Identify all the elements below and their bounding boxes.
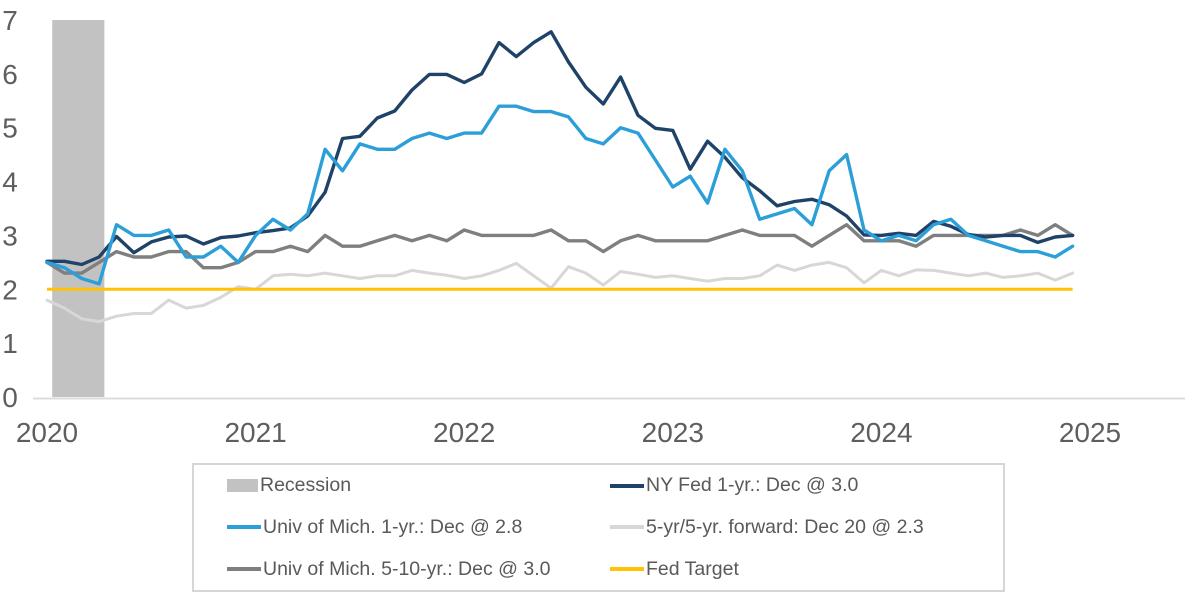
chart-legend: Recession NY Fed 1-yr.: Dec @ 3.0 Univ o…: [192, 463, 1005, 592]
legend-item-fed-target: Fed Target: [610, 558, 1003, 581]
y-tick-label: 4: [2, 167, 18, 198]
legend-label-umich-5-10yr: Univ of Mich. 5-10-yr.: Dec @ 3.0: [263, 557, 551, 580]
recession-band: [52, 20, 105, 397]
legend-item-umich-1yr: Univ of Mich. 1-yr.: Dec @ 2.8: [227, 516, 610, 539]
legend-label-recession: Recession: [260, 474, 352, 497]
fed-target-line-swatch: [610, 567, 644, 572]
legend-label-5yr-5yr-forward: 5-yr/5-yr. forward: Dec 20 @ 2.3: [646, 515, 924, 538]
y-tick-label: 0: [2, 382, 18, 413]
y-tick-label: 6: [2, 59, 18, 90]
legend-item-recession: Recession: [227, 474, 610, 497]
ny-fed-line-swatch: [610, 483, 644, 488]
y-tick-label: 5: [2, 113, 18, 144]
x-tick-label: 2022: [433, 417, 495, 448]
umich-1yr-line-swatch: [227, 525, 261, 530]
y-tick-label: 7: [2, 5, 18, 36]
x-tick-label: 2020: [16, 417, 78, 448]
recession-swatch: [227, 479, 258, 493]
legend-label-fed-target: Fed Target: [646, 557, 739, 580]
y-tick-label: 3: [2, 220, 18, 251]
series-line-umich_5_10yr: [45, 222, 1075, 275]
x-tick-label: 2025: [1059, 417, 1121, 448]
legend-item-umich-5-10yr: Univ of Mich. 5-10-yr.: Dec @ 3.0: [227, 558, 610, 581]
legend-label-ny-fed-1yr: NY Fed 1-yr.: Dec @ 3.0: [646, 474, 859, 497]
x-tick-label: 2023: [642, 417, 704, 448]
legend-label-umich-1yr: Univ of Mich. 1-yr.: Dec @ 2.8: [263, 515, 523, 538]
series-line-ny_fed_1yr: [45, 30, 1075, 267]
umich-5-10yr-line-swatch: [227, 567, 261, 572]
chart-plot-area: 0 1 2 3 4 5 6 7 2020 2021 2022 2023 2024 2025: [2, 5, 1185, 448]
x-tick-label: 2024: [850, 417, 912, 448]
series-line-breakeven: [45, 260, 1075, 324]
legend-item-5yr-5yr-forward: 5-yr/5-yr. forward: Dec 20 @ 2.3: [610, 516, 1003, 539]
legend-item-ny-fed-1yr: NY Fed 1-yr.: Dec @ 3.0: [610, 474, 1003, 497]
series-line-umich_1yr: [45, 104, 1075, 286]
x-tick-label: 2021: [224, 417, 286, 448]
y-tick-label: 2: [2, 274, 18, 305]
forward-breakeven-line-swatch: [610, 525, 644, 530]
y-tick-label: 1: [2, 328, 18, 359]
